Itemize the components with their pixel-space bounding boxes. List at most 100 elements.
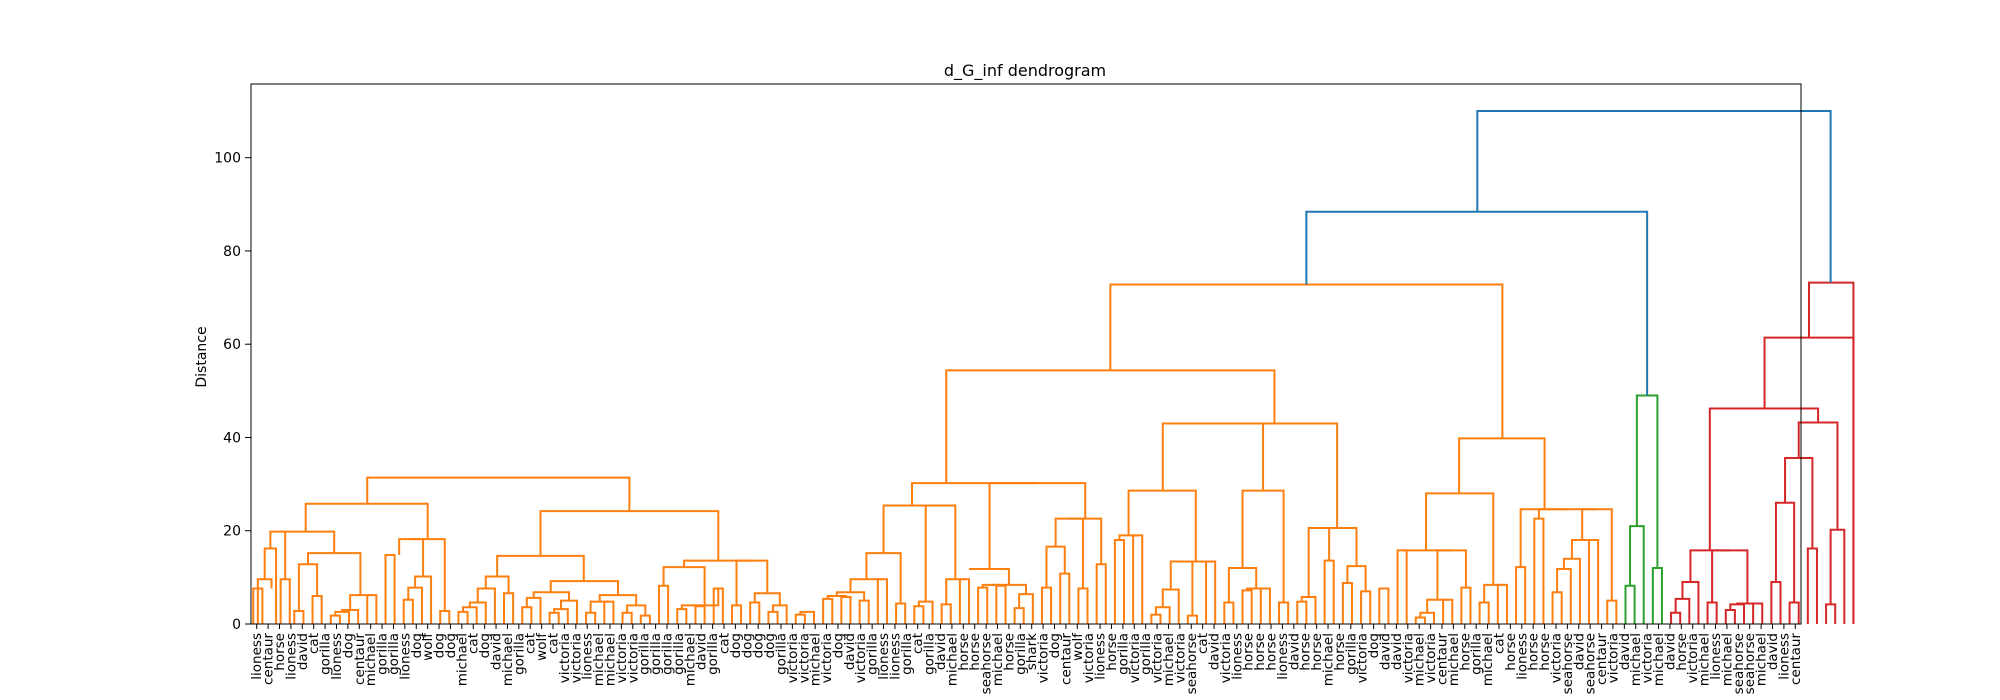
dendrogram-link <box>945 578 965 605</box>
leaf-label: victoria <box>1605 633 1621 683</box>
leaf-label: lioness <box>249 633 265 680</box>
leaf-label: gorilla <box>922 633 938 675</box>
dendrogram-link <box>991 583 1027 595</box>
leaf-label: victoria <box>1172 633 1188 683</box>
leaf-label: dog <box>340 633 356 658</box>
leaf-label: gorilla <box>705 633 721 675</box>
dendrogram-link <box>1436 549 1467 600</box>
leaf-label: wolf <box>534 632 550 661</box>
dendrogram-link <box>799 610 816 624</box>
leaf-label: horse <box>1252 633 1268 671</box>
leaf-label: michael <box>1754 633 1770 686</box>
leaf-label: centaur <box>1058 633 1074 685</box>
leaf-label: michael <box>500 633 516 686</box>
leaf-label: lioness <box>1275 633 1291 680</box>
dendrogram-links <box>252 110 1855 624</box>
dendrogram-link <box>1588 539 1600 624</box>
leaf-label: michael <box>1628 633 1644 686</box>
leaf-label: seahorse <box>979 633 995 694</box>
y-axis-label: Distance <box>194 326 210 387</box>
leaf-label: lioness <box>1514 633 1530 680</box>
dendrogram-link <box>1318 526 1358 567</box>
leaf-label: dog <box>762 633 778 658</box>
leaf-label: horse <box>967 633 983 671</box>
leaf-label: cat <box>1491 633 1507 654</box>
leaf-label: michael <box>1480 633 1496 686</box>
leaf-label: gorilla <box>1013 633 1029 675</box>
leaf-label: victoria <box>625 633 641 683</box>
leaf-label: cat <box>466 633 482 654</box>
dendrogram-link <box>384 553 396 624</box>
leaf-label: gorilla <box>1469 633 1485 675</box>
leaf-label: michael <box>808 633 824 686</box>
y-tick-label: 40 <box>223 430 241 446</box>
leaf-label: victoria <box>819 633 835 683</box>
leaf-label: david <box>933 633 949 670</box>
leaf-label: michael <box>1412 633 1428 686</box>
leaf-label: victoria <box>1036 633 1052 683</box>
leaf-label: david <box>842 633 858 670</box>
leaf-label: david <box>1378 633 1394 670</box>
dendrogram-link <box>410 538 446 611</box>
leaf-label: victoria <box>1685 633 1701 683</box>
leaf-label: lioness <box>397 633 413 680</box>
leaf-label: horse <box>1241 633 1257 671</box>
leaf-label: gorilla <box>1115 633 1131 675</box>
leaf-label: michael <box>1446 633 1462 686</box>
leaf-label: david <box>295 633 311 670</box>
leaf-label: horse <box>1264 633 1280 671</box>
dendrogram-link <box>1483 583 1503 603</box>
leaf-label: centaur <box>261 633 277 685</box>
leaf-label: michael <box>1321 633 1337 686</box>
leaf-label: lioness <box>1776 633 1792 680</box>
leaf-label: lioness <box>887 633 903 680</box>
leaf-label: victoria <box>796 633 812 683</box>
dendrogram-link <box>349 594 372 611</box>
leaf-label: seahorse <box>1560 633 1576 694</box>
dendrogram-link <box>1118 534 1138 541</box>
leaf-label: lioness <box>1708 633 1724 680</box>
leaf-label: horse <box>272 633 288 671</box>
leaf-label: horse <box>1503 633 1519 671</box>
leaf-label: gorilla <box>386 633 402 675</box>
leaf-label: lioness <box>876 633 892 680</box>
leaf-label: cat <box>523 633 539 654</box>
leaf-label: seahorse <box>1742 633 1758 694</box>
leaf-label: gorilla <box>865 633 881 675</box>
leaf-label: dog <box>443 633 459 658</box>
dendrogram-link <box>683 559 753 568</box>
plot-frame <box>250 83 1802 625</box>
leaf-label: michael <box>944 633 960 686</box>
x-axis: lionesscentaurhorselionessdavidcatgorill… <box>249 624 1804 694</box>
dendrogram-link <box>1212 422 1339 528</box>
leaf-label: cat <box>716 633 732 654</box>
leaf-label: centaur <box>352 633 368 685</box>
dendrogram-link <box>1246 587 1266 591</box>
dendrogram-link <box>690 588 720 607</box>
dendrogram-link <box>969 567 1010 585</box>
leaf-label: victoria <box>568 633 584 683</box>
leaf-label: victoria <box>853 633 869 683</box>
leaf-label: lioness <box>1093 633 1109 680</box>
dendrogram-link <box>1259 587 1271 624</box>
leaf-label: michael <box>591 633 607 686</box>
dendrogram-link <box>911 482 1038 506</box>
leaf-label: horse <box>1332 633 1348 671</box>
dendrogram-link <box>269 530 287 580</box>
dendrogram-link <box>1519 508 1568 568</box>
y-tick-label: 100 <box>214 151 241 167</box>
leaf-label: david <box>1662 633 1678 670</box>
leaf-label: dog <box>728 633 744 658</box>
leaf-label: gorilla <box>671 633 687 675</box>
leaf-label: dog <box>830 633 846 658</box>
leaf-label: dog <box>477 633 493 658</box>
y-tick-label: 80 <box>223 244 241 260</box>
leaf-label: shark <box>1024 633 1040 670</box>
dendrogram-link <box>366 476 631 512</box>
leaf-label: victoria <box>785 633 801 683</box>
leaf-label: victoria <box>1218 633 1234 683</box>
y-axis: 0 20 40 60 80 100 <box>214 151 251 633</box>
leaf-label: david <box>694 633 710 670</box>
